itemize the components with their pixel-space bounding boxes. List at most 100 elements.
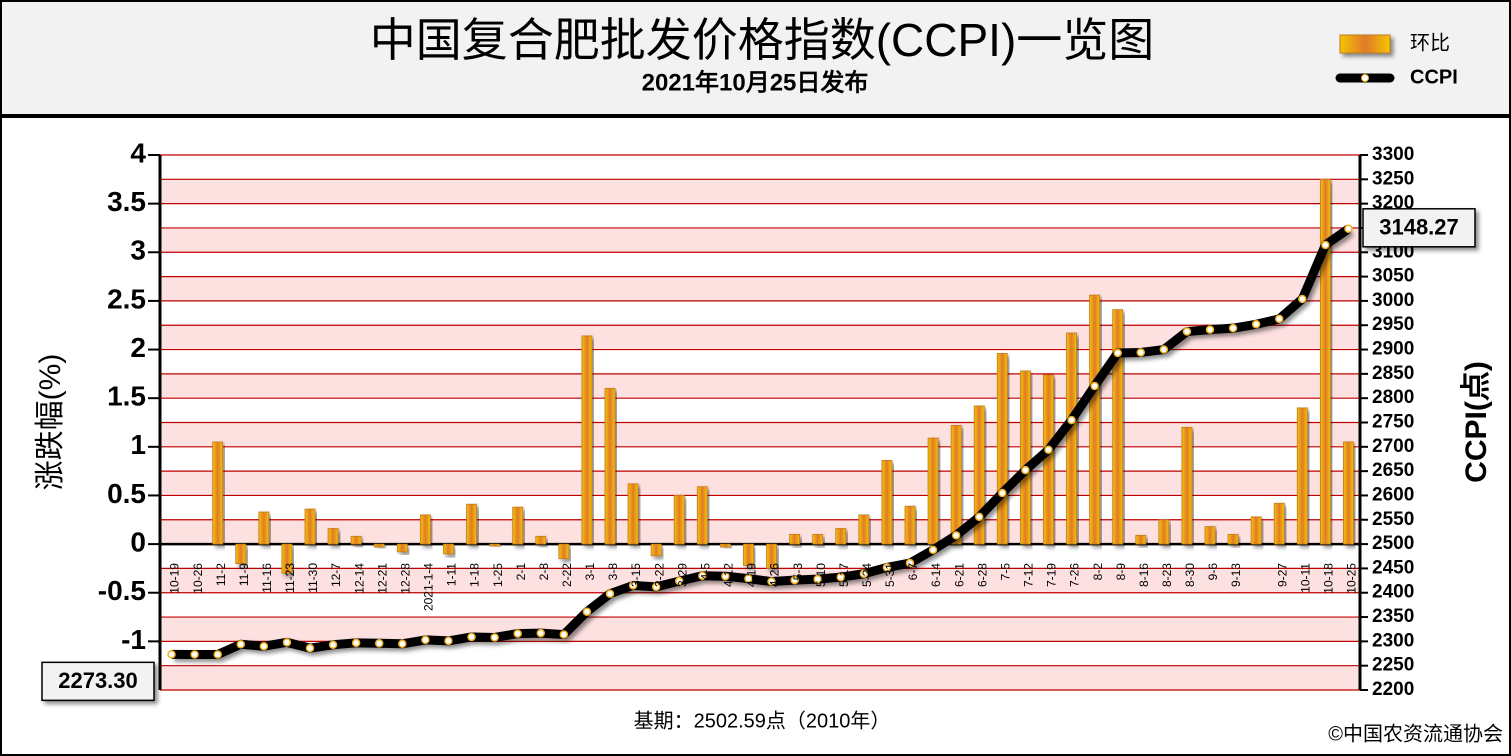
x-tick-label: 8-30 [1183, 563, 1197, 587]
bar [281, 543, 293, 574]
line-point [1205, 325, 1215, 334]
bar [604, 388, 616, 545]
bar [1250, 516, 1262, 545]
line-point [1113, 348, 1122, 358]
grid-band [160, 471, 1360, 496]
y2-tick-label: 2600 [1372, 484, 1414, 505]
x-tick-label: 1-18 [468, 563, 482, 587]
line-point [374, 639, 384, 648]
bar [1066, 332, 1077, 545]
line-point [536, 628, 546, 638]
value-label-box [1362, 208, 1476, 248]
x-tick-label: 11-2 [214, 563, 228, 586]
line-point [1228, 323, 1238, 333]
bar [973, 405, 985, 545]
grid-band [160, 422, 1360, 447]
line-point [1159, 345, 1169, 354]
x-tick-label: 3-29 [675, 563, 689, 587]
x-tick-label: 10-25 [1345, 563, 1359, 594]
line-point [259, 641, 269, 651]
x-tick-label: 10-19 [168, 563, 182, 594]
line-point [882, 563, 892, 572]
grid-band [160, 325, 1360, 350]
x-tick-label: 11-23 [283, 563, 297, 593]
y2-tick-label: 3300 [1372, 144, 1414, 165]
line-point [1044, 445, 1053, 454]
bar [696, 486, 708, 545]
x-tick-label: 7-5 [998, 563, 1012, 581]
x-tick-label: 6-28 [975, 563, 989, 587]
line-point [790, 575, 799, 585]
line-point [1182, 327, 1192, 336]
line-point [421, 635, 430, 645]
bar [858, 514, 870, 545]
y-tick-label: 3 [130, 235, 146, 266]
bar [1158, 519, 1170, 545]
line-point [1321, 240, 1330, 250]
bar [881, 460, 893, 545]
source: ©中国农资流通协会 [1328, 722, 1503, 745]
x-tick-label: 10-11 [1298, 563, 1312, 593]
bar [1296, 407, 1308, 545]
bar [743, 543, 754, 566]
line-point [444, 636, 453, 646]
x-tick-label: 5-31 [883, 563, 897, 587]
line-point [744, 574, 753, 583]
line-point [928, 545, 938, 555]
line-point [467, 632, 476, 642]
chart-title: 中国复合肥批发价格指数(CCPI)一览图 [370, 14, 1155, 66]
y2-tick-label: 2750 [1372, 412, 1414, 433]
x-tick-label: 8-23 [1160, 563, 1174, 587]
y2-tick-label: 3000 [1372, 290, 1414, 311]
y-tick-label: 0.5 [107, 478, 146, 509]
bar [1043, 374, 1054, 545]
x-tick-label: 9-6 [1206, 563, 1220, 581]
value-label: 3148.27 [1379, 215, 1459, 240]
bar [650, 543, 662, 557]
bar [1227, 533, 1239, 545]
y2-tick-label: 2800 [1372, 387, 1414, 408]
bar [466, 503, 477, 545]
x-tick-label: 2-8 [537, 563, 551, 581]
line-point [605, 589, 615, 598]
line-point [351, 638, 361, 648]
x-tick-label: 5-3 [791, 563, 805, 581]
y-tick-label: 4 [130, 137, 146, 168]
x-tick-label: 1-25 [491, 563, 505, 587]
line-point [490, 633, 499, 642]
x-tick-label: 7-19 [1045, 563, 1059, 587]
x-tick-label: 4-26 [768, 563, 782, 587]
y2-tick-label: 2850 [1372, 363, 1414, 384]
x-tick-label: 6-14 [929, 563, 943, 587]
bar [904, 505, 916, 545]
bar [350, 535, 362, 545]
y2-tick-label: 2500 [1372, 533, 1414, 554]
x-tick-label: 8-2 [1091, 563, 1105, 581]
line-point [559, 630, 569, 639]
x-tick-label: 6-21 [952, 563, 966, 587]
line-point [698, 571, 707, 580]
bar [1204, 526, 1216, 545]
line-point [1067, 415, 1076, 425]
bar [927, 437, 939, 545]
line-point [328, 640, 338, 650]
bar [1019, 370, 1031, 545]
line-point [651, 582, 661, 592]
line-point [1021, 465, 1030, 475]
bar [950, 425, 962, 545]
y-tick-label: 1.5 [107, 381, 146, 412]
x-tick-label: 1-11 [445, 563, 459, 586]
line-point [513, 629, 522, 638]
x-tick-label: 2021-1-4 [422, 563, 436, 611]
line-point [582, 607, 592, 616]
bar [1343, 441, 1354, 545]
x-tick-label: 12-21 [375, 563, 389, 594]
x-tick-label: 3-8 [606, 563, 620, 581]
y2-axis-label: CCPI(点) [1460, 361, 1493, 483]
y2-tick-label: 2550 [1372, 509, 1414, 530]
x-tick-label: 10-18 [1322, 563, 1336, 594]
line [171, 225, 1352, 659]
bar [1112, 309, 1124, 545]
y2-tick-label: 2700 [1372, 436, 1414, 457]
